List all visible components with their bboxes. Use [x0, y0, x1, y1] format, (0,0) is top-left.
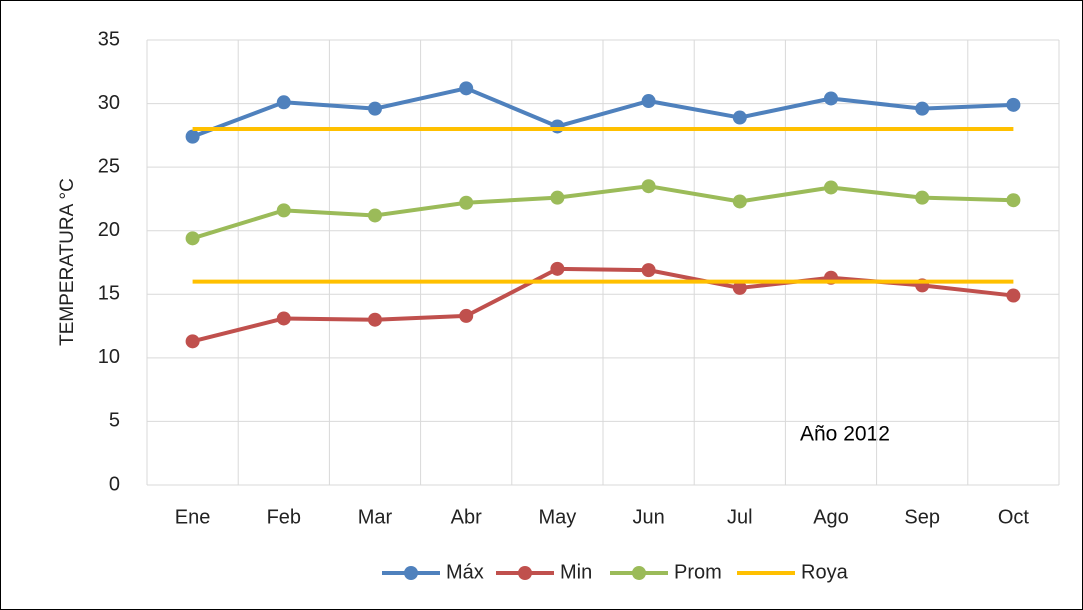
x-tick-label: Mar	[358, 506, 393, 528]
point	[185, 334, 200, 349]
point	[824, 180, 838, 195]
point	[732, 194, 747, 209]
legend-marker	[518, 566, 532, 580]
point	[459, 195, 474, 210]
point	[641, 94, 656, 109]
point	[185, 231, 200, 246]
legend-marker	[632, 566, 646, 580]
point	[915, 190, 930, 205]
x-tick-label: Feb	[267, 506, 301, 528]
point	[550, 119, 565, 134]
point	[732, 280, 747, 295]
point	[915, 101, 930, 116]
point	[368, 208, 382, 223]
point	[550, 261, 565, 276]
point	[641, 263, 656, 278]
x-tick-label: Sep	[904, 506, 940, 528]
annotation: Año 2012	[800, 423, 890, 446]
y-tick-label: 15	[98, 283, 120, 305]
series-line	[192, 184, 1014, 241]
y-tick-label: 10	[98, 346, 120, 368]
point	[276, 95, 291, 110]
legend-label: Prom	[674, 561, 722, 583]
point	[824, 91, 838, 106]
y-tick-label: 20	[98, 219, 120, 241]
y-axis-label: TEMPERATURA °C	[57, 178, 78, 346]
point	[276, 311, 291, 326]
y-tick-label: 25	[98, 155, 120, 177]
point	[368, 101, 382, 116]
point	[1006, 288, 1021, 303]
point	[732, 110, 747, 125]
x-tick-label: May	[539, 506, 577, 528]
x-tick-label: Jul	[727, 506, 753, 528]
x-tick-label: Ago	[813, 506, 849, 528]
legend-label: Máx	[446, 561, 484, 583]
y-tick-label: 0	[109, 473, 120, 495]
point	[1006, 97, 1021, 112]
point	[459, 308, 474, 323]
x-tick-label: Jun	[632, 506, 664, 528]
legend-label: Min	[560, 561, 592, 583]
point	[185, 129, 200, 144]
point	[641, 179, 656, 194]
y-tick-label: 5	[109, 410, 120, 432]
legend-label: Roya	[801, 561, 849, 583]
x-tick-label: Ene	[175, 506, 211, 528]
y-tick-label: 30	[98, 92, 120, 114]
point	[368, 312, 382, 327]
point	[550, 190, 565, 205]
point	[1006, 193, 1021, 208]
x-tick-label: Oct	[998, 506, 1030, 528]
x-tick-label: Abr	[451, 506, 482, 528]
y-tick-label: 35	[98, 28, 120, 50]
point	[276, 203, 291, 218]
point	[459, 81, 474, 96]
legend-marker	[404, 566, 418, 580]
series-line	[191, 86, 1014, 139]
